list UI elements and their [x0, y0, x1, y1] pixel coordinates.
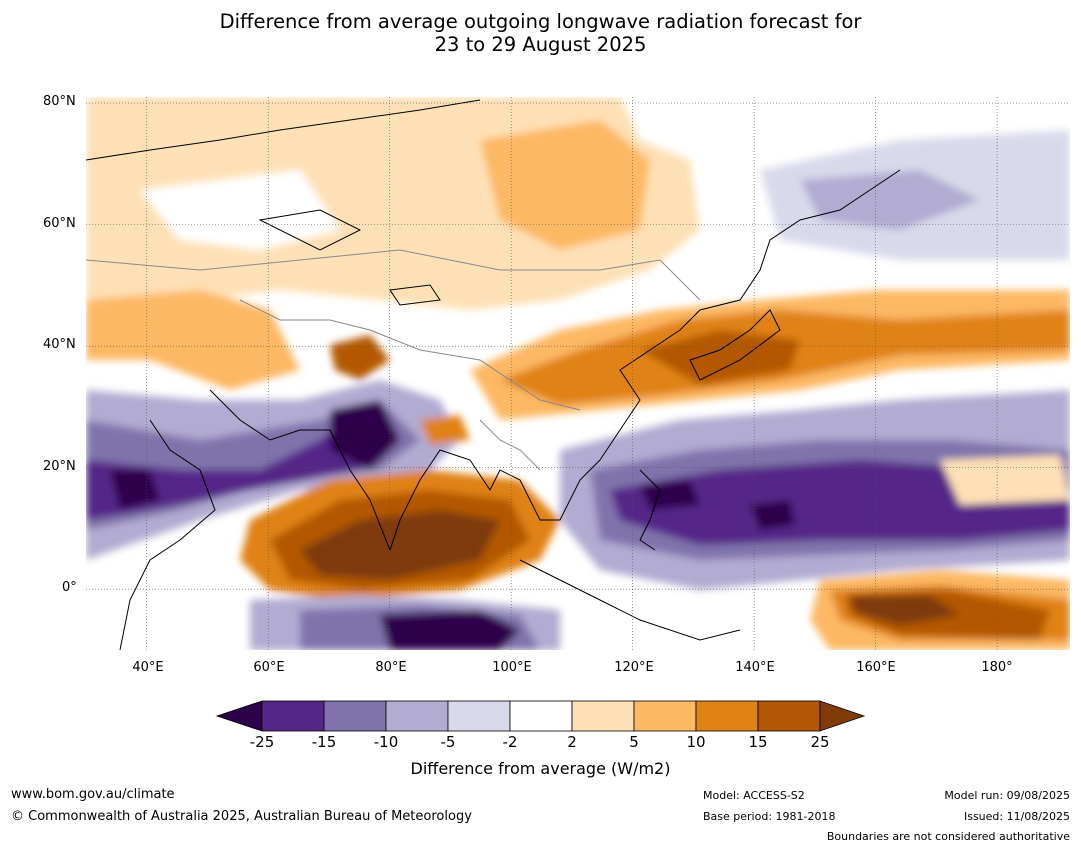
- cbar-tick: -15: [311, 733, 337, 751]
- lon-tick-60e: 60°E: [253, 660, 285, 675]
- cbar-tick: 2: [567, 733, 577, 751]
- lon-tick-140e: 140°E: [735, 660, 775, 675]
- country-boundaries: [86, 249, 701, 471]
- lat-tick-80n: 80°N: [43, 94, 76, 109]
- graticule: [86, 97, 1070, 650]
- cbar-tick: 15: [748, 733, 768, 751]
- cbar-tick: -2: [502, 733, 518, 751]
- issued-date: Issued: 11/08/2025: [963, 810, 1070, 823]
- lon-tick-100e: 100°E: [492, 660, 532, 675]
- base-period: Base period: 1981-2018: [703, 810, 836, 823]
- lat-tick-40n: 40°N: [43, 337, 76, 352]
- lat-tick-0: 0°: [62, 580, 77, 595]
- map-title: Difference from average outgoing longwav…: [0, 10, 1081, 56]
- website-link[interactable]: www.bom.gov.au/climate: [11, 787, 175, 802]
- cbar-tick: 25: [810, 733, 830, 751]
- cbar-tick: -5: [440, 733, 456, 751]
- lon-tick-40e: 40°E: [132, 660, 164, 675]
- colorbar-bin: [757, 700, 821, 732]
- colorbar-extend-above: [819, 700, 866, 732]
- colorbar-bin: [323, 700, 387, 732]
- coastlines: [86, 99, 901, 650]
- copyright-notice: © Commonwealth of Australia 2025, Austra…: [11, 809, 472, 824]
- colorbar-extend-below: [215, 700, 263, 732]
- title-line-2: 23 to 29 August 2025: [434, 33, 647, 56]
- colorbar-bin: [447, 700, 511, 732]
- colorbar-bin: [571, 700, 635, 732]
- title-line-1: Difference from average outgoing longwav…: [219, 10, 862, 33]
- olr-anomaly-map: [86, 97, 1070, 650]
- lon-tick-160e: 160°E: [856, 660, 896, 675]
- cbar-tick: -25: [249, 733, 275, 751]
- cbar-tick: -10: [373, 733, 399, 751]
- colorbar-bin: [633, 700, 697, 732]
- colorbar-bin: [695, 700, 759, 732]
- colorbar-bin: [509, 700, 573, 732]
- anomaly-field: [86, 97, 1070, 650]
- colorbar-bin: [385, 700, 449, 732]
- cbar-tick: 5: [629, 733, 639, 751]
- lon-tick-180: 180°: [981, 660, 1013, 675]
- lat-tick-20n: 20°N: [43, 459, 76, 474]
- colorbar-bin: [261, 700, 325, 732]
- colorbar-label: Difference from average (W/m2): [410, 759, 671, 778]
- cbar-tick: 10: [686, 733, 706, 751]
- lon-tick-80e: 80°E: [375, 660, 407, 675]
- model-run-date: Model run: 09/08/2025: [944, 789, 1070, 802]
- lat-tick-60n: 60°N: [43, 216, 76, 231]
- lon-tick-120e: 120°E: [614, 660, 654, 675]
- model-name: Model: ACCESS-S2: [703, 789, 805, 802]
- boundaries-disclaimer: Boundaries are not considered authoritat…: [826, 830, 1070, 843]
